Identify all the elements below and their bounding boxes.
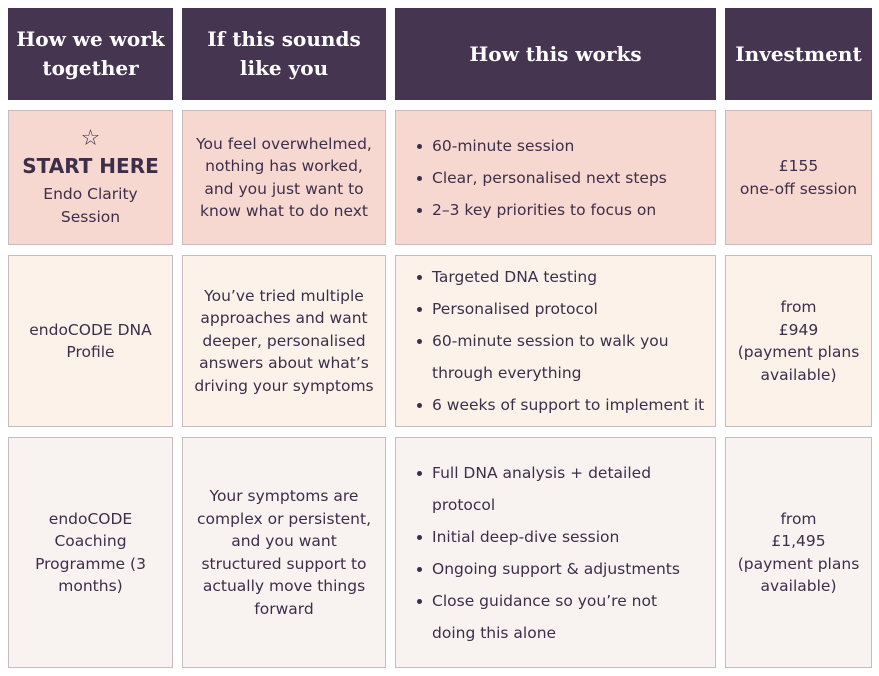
price: £1,495	[771, 532, 826, 550]
list-item: Targeted DNA testing	[417, 261, 705, 293]
details-list: 60-minute session Clear, personalised ne…	[396, 130, 667, 226]
fit-text: You feel overwhelmed, nothing has worked…	[196, 134, 372, 221]
header-if-this-sounds: If this sounds like you	[182, 8, 386, 100]
row3-investment: from £1,495 (payment plans available)	[725, 437, 872, 668]
offer-name: endoCODE Coaching Programme (3 months)	[35, 509, 146, 596]
header-investment: Investment	[725, 8, 872, 100]
offer-name: endoCODE DNA Profile	[29, 320, 152, 362]
price-prefix: from	[780, 509, 817, 528]
fit-text: You’ve tried multiple approaches and wan…	[194, 286, 374, 395]
row1-investment: £155 one-off session	[725, 110, 872, 245]
row2-offer: endoCODE DNA Profile	[8, 255, 173, 427]
list-item: Initial deep-dive session	[417, 521, 705, 553]
start-here-label: START HERE	[22, 154, 159, 178]
price-prefix: from	[780, 298, 817, 316]
header-how-we-work: How we work together	[8, 8, 173, 100]
list-item: Personalised protocol	[417, 293, 705, 325]
row1-fit: You feel overwhelmed, nothing has worked…	[182, 110, 386, 245]
list-item: 60-minute session	[417, 130, 667, 162]
row2-investment: from £949 (payment plans available)	[725, 255, 872, 427]
price: £949	[778, 320, 819, 339]
list-item: Close guidance so you’re not doing this …	[417, 585, 705, 649]
list-item: 60-minute session to walk you through ev…	[417, 325, 705, 389]
price-note: (payment plans available)	[737, 343, 860, 384]
header-label: How we work together	[16, 27, 165, 80]
header-how-this-works: How this works	[395, 8, 716, 100]
list-item: 6 weeks of support to implement it	[417, 389, 705, 421]
price: £155	[778, 157, 819, 175]
list-item: Clear, personalised next steps	[417, 162, 667, 194]
row1-details: 60-minute session Clear, personalised ne…	[395, 110, 716, 245]
header-label: Investment	[735, 41, 862, 66]
row1-offer: ☆ START HERE Endo Clarity Session	[8, 110, 173, 245]
list-item: Ongoing support & adjustments	[417, 553, 705, 585]
row3-offer: endoCODE Coaching Programme (3 months)	[8, 437, 173, 668]
offer-name: Endo Clarity Session	[43, 185, 138, 226]
fit-text: Your symptoms are complex or persistent,…	[196, 487, 372, 618]
details-list: Full DNA analysis + detailed protocol In…	[396, 457, 715, 649]
header-label: How this works	[469, 41, 642, 66]
details-list: Targeted DNA testing Personalised protoc…	[396, 261, 715, 421]
row2-details: Targeted DNA testing Personalised protoc…	[395, 255, 716, 427]
row3-fit: Your symptoms are complex or persistent,…	[182, 437, 386, 668]
row3-details: Full DNA analysis + detailed protocol In…	[395, 437, 716, 668]
header-label: If this sounds like you	[207, 27, 361, 80]
star-icon: ☆	[80, 126, 101, 151]
price-note: (payment plans available)	[737, 554, 860, 596]
row2-fit: You’ve tried multiple approaches and wan…	[182, 255, 386, 427]
price-note: one-off session	[739, 179, 858, 198]
list-item: Full DNA analysis + detailed protocol	[417, 457, 705, 521]
list-item: 2–3 key priorities to focus on	[417, 194, 667, 226]
